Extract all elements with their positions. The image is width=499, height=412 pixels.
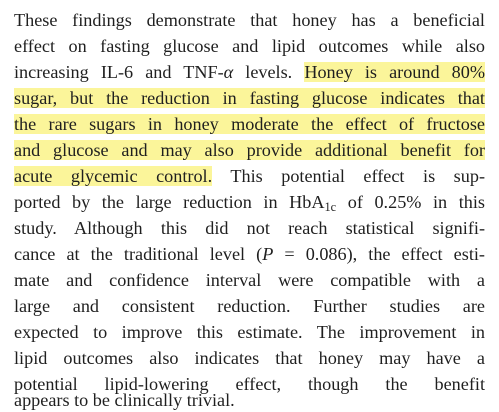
text-line-6: and glucose and may also provide additio…: [14, 139, 485, 162]
text-line-2: effect on fasting glucose and lipid outc…: [14, 35, 485, 58]
text-line-3-prefix: increasing IL-6 and TNF-: [14, 62, 224, 82]
text-line-11: mate and confidence interval were compat…: [14, 269, 485, 292]
text-line-5: the rare sugars in honey moderate the ef…: [14, 113, 485, 136]
text-line-10: cance at the traditional level (P = 0.08…: [14, 243, 485, 266]
text-line-8: ported by the large reduction in HbA1c o…: [14, 191, 485, 214]
text-line-15-content: potential lipid-lowering effect, though …: [14, 374, 485, 394]
text-line-13: expected to improve this estimate. The i…: [14, 321, 485, 344]
text-line-12-content: large and consistent reduction. Further …: [14, 296, 485, 316]
text-line-3: increasing IL-6 and TNF-α levels. Honey …: [14, 61, 485, 84]
text-line-14: lipid outcomes also indicates that honey…: [14, 347, 485, 370]
text-line-10-prefix: cance at the traditional level (: [14, 244, 263, 264]
text-line-8-prefix: ported by the large reduction in HbA: [14, 192, 325, 212]
text-line-1-content: These findings demonstrate that honey ha…: [14, 10, 485, 30]
highlighted-text-line-6: and glucose and may also provide additio…: [14, 140, 485, 160]
text-line-1: These findings demonstrate that honey ha…: [14, 9, 485, 32]
text-line-3-middle: levels.: [233, 62, 305, 82]
text-line-13-content: expected to improve this estimate. The i…: [14, 322, 485, 342]
text-line-7-suffix: This potential effect is sup-: [212, 166, 486, 186]
text-line-16-content: appears to be clinically trivial.: [14, 390, 235, 410]
text-line-7: acute glycemic control. This potential e…: [14, 165, 485, 188]
text-line-9: study. Although this did not reach stati…: [14, 217, 485, 240]
text-line-8-suffix: of 0.25% in this: [336, 192, 485, 212]
text-line-14-content: lipid outcomes also indicates that honey…: [14, 348, 485, 368]
text-line-11-content: mate and confidence interval were compat…: [14, 270, 485, 290]
highlighted-text-line-4: sugar, but the reduction in fasting gluc…: [14, 88, 485, 108]
text-line-12: large and consistent reduction. Further …: [14, 295, 485, 318]
text-line-16: appears to be clinically trivial.: [14, 389, 485, 412]
highlighted-text-line-5: the rare sugars in honey moderate the ef…: [14, 114, 485, 134]
highlighted-text-line-7: acute glycemic control.: [14, 166, 213, 186]
alpha-symbol: α: [223, 62, 234, 82]
hba1c-subscript: 1c: [324, 200, 337, 215]
text-line-10-suffix: = 0.086), the effect esti-: [273, 244, 485, 264]
text-line-9-content: study. Although this did not reach stati…: [14, 218, 485, 238]
text-line-2-content: effect on fasting glucose and lipid outc…: [14, 36, 485, 56]
text-line-4: sugar, but the reduction in fasting gluc…: [14, 87, 485, 110]
text-line-15: potential lipid-lowering effect, though …: [14, 373, 485, 396]
p-value-symbol: P: [262, 244, 274, 264]
highlighted-text-line-3: Honey is around 80%: [304, 62, 485, 82]
